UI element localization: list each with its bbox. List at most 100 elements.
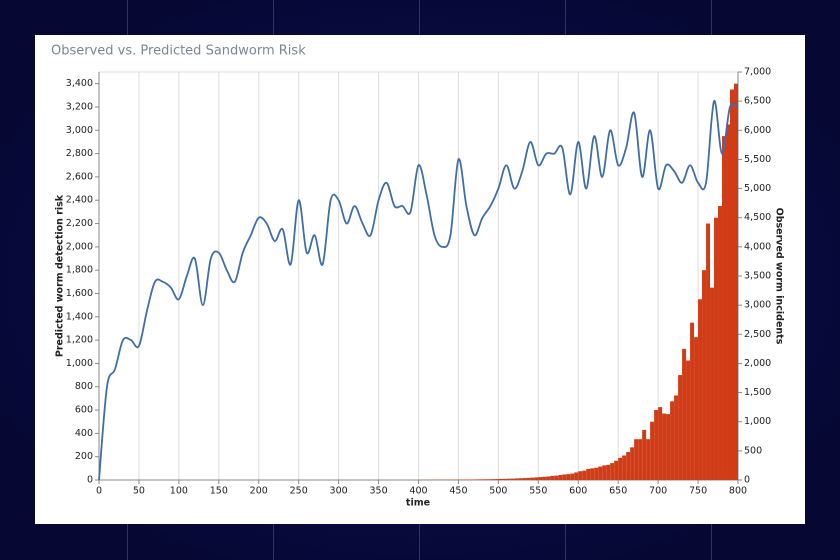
bar [630, 447, 635, 480]
bar [714, 217, 719, 480]
x-tick-label: 350 [369, 486, 387, 497]
bar [534, 477, 539, 480]
bar [602, 465, 607, 480]
x-tick-label: 650 [609, 486, 627, 497]
bar [694, 337, 699, 480]
y2-tick-label: 5,500 [744, 154, 771, 165]
bar [706, 223, 711, 481]
y2-tick-label: 6,500 [744, 96, 771, 107]
bar [690, 322, 695, 480]
y-tick-label: 1,200 [66, 335, 93, 346]
bar [558, 475, 563, 480]
bar [530, 477, 535, 480]
bar [514, 478, 519, 480]
bar [546, 476, 551, 480]
x-tick-label: 500 [489, 486, 507, 497]
bar [542, 476, 547, 480]
x-tick-label: 450 [449, 486, 467, 497]
y-tick-label: 600 [75, 405, 93, 416]
bar [570, 473, 575, 480]
y2-tick-label: 1,500 [744, 387, 771, 398]
bar [590, 468, 595, 480]
bar [562, 474, 567, 480]
bar [734, 83, 738, 481]
chart-title: Observed vs. Predicted Sandworm Risk [51, 44, 306, 59]
x-tick-label: 750 [689, 486, 707, 497]
bar [518, 478, 523, 480]
y2-axis-label: Observed worm incidents [774, 208, 785, 345]
y2-tick-label: 1,000 [744, 416, 771, 427]
bar [638, 439, 643, 480]
bar [642, 429, 647, 480]
y-tick-label: 3,000 [66, 125, 93, 136]
bar [626, 452, 631, 480]
y-tick-label: 200 [75, 451, 93, 462]
bar [594, 467, 599, 480]
x-tick-label: 100 [170, 486, 188, 497]
bar [710, 287, 715, 480]
bar [654, 410, 659, 480]
bar [582, 470, 587, 480]
bar [482, 479, 487, 480]
y-tick-label: 1,600 [66, 288, 93, 299]
x-tick-label: 600 [569, 486, 587, 497]
y-tick-label: 2,600 [66, 171, 93, 182]
y-tick-label: 2,000 [66, 241, 93, 252]
y-tick-label: 2,400 [66, 195, 93, 206]
bar [606, 464, 611, 480]
x-tick-label: 250 [290, 486, 308, 497]
x-tick-label: 550 [529, 486, 547, 497]
bar [614, 460, 619, 480]
bar [726, 124, 731, 480]
y2-tick-label: 4,000 [744, 241, 771, 252]
y-tick-label: 1,800 [66, 265, 93, 276]
bar [598, 466, 603, 480]
y2-tick-label: 2,000 [744, 358, 771, 369]
line [98, 100, 739, 481]
bar [522, 478, 527, 480]
x-tick-label: 200 [250, 486, 268, 497]
y-tick-label: 3,400 [66, 78, 93, 89]
bar [474, 479, 479, 480]
y2-tick-label: 4,500 [744, 212, 771, 223]
y2-tick-label: 3,500 [744, 271, 771, 282]
bar [678, 375, 683, 480]
bar [578, 471, 583, 480]
y2-tick-label: 7,000 [744, 67, 771, 78]
bar [494, 479, 499, 480]
bar [550, 475, 555, 480]
bar [498, 478, 503, 480]
bar [686, 360, 691, 480]
bar [674, 395, 679, 480]
x-axis-label: time [406, 498, 430, 509]
bar [622, 455, 627, 480]
bar [574, 472, 579, 480]
y-tick-label: 2,800 [66, 148, 93, 159]
x-tick-label: 800 [729, 486, 747, 497]
y2-tick-label: 2,500 [744, 329, 771, 340]
x-tick-label: 400 [409, 486, 427, 497]
bar [722, 136, 727, 480]
y-tick-label: 2,200 [66, 218, 93, 229]
y2-tick-label: 3,000 [744, 300, 771, 311]
bar [702, 270, 707, 480]
y-tick-label: 1,400 [66, 311, 93, 322]
bar [502, 478, 507, 480]
bar [718, 206, 723, 481]
x-tick-label: 300 [330, 486, 348, 497]
x-tick-label: 700 [649, 486, 667, 497]
bar [650, 421, 655, 480]
y2-tick-label: 0 [744, 475, 750, 486]
bar [526, 477, 531, 480]
y-tick-label: 3,200 [66, 101, 93, 112]
bar [490, 479, 495, 480]
x-tick-label: 150 [210, 486, 228, 497]
bar [666, 414, 671, 480]
y2-tick-label: 5,000 [744, 183, 771, 194]
bar [658, 407, 663, 480]
bar [566, 474, 571, 480]
y-tick-label: 800 [75, 381, 93, 392]
bar [618, 457, 623, 480]
